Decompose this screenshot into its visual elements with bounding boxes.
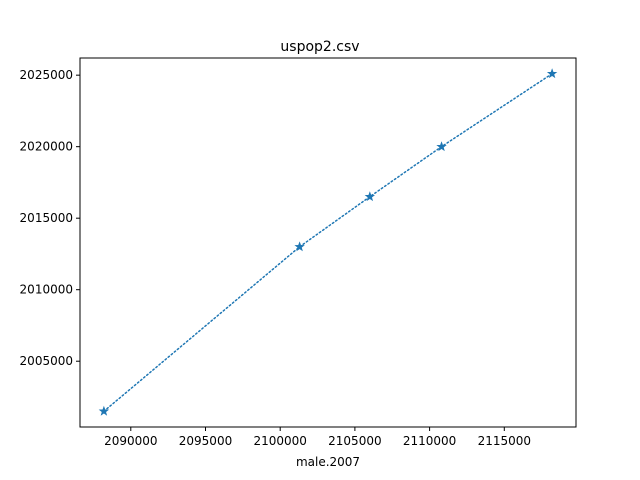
data-layer (98, 68, 558, 416)
y-tick-label: 2015000 (20, 211, 73, 225)
x-tick-label: 2115000 (478, 434, 531, 448)
y-tick-label: 2010000 (20, 283, 73, 297)
x-tick-label: 2100000 (253, 434, 306, 448)
plot-frame (79, 57, 577, 428)
y-tick-label: 2020000 (20, 140, 73, 154)
data-point-marker (546, 68, 558, 79)
data-point-marker (98, 405, 110, 416)
data-point-marker (436, 141, 447, 152)
data-point-marker (294, 241, 305, 252)
x-tick-label: 2090000 (104, 434, 157, 448)
x-tick-label: 2110000 (403, 434, 456, 448)
data-point-marker (364, 191, 376, 202)
y-tick-label: 2005000 (20, 354, 73, 368)
x-axis-label: male.2007 (296, 455, 360, 469)
x-axis-ticks: 2090000 2095000 2100000 2105000 2110000 21150… (104, 427, 531, 448)
plot-area (79, 57, 577, 428)
x-tick-label: 2095000 (179, 434, 232, 448)
y-tick-label: 2025000 (20, 68, 73, 82)
x-tick-label: 2105000 (328, 434, 381, 448)
chart-title: uspop2.csv (280, 39, 359, 55)
y-axis-ticks: 2005000 2010000 2015000 2020000 2025000 (20, 68, 80, 368)
